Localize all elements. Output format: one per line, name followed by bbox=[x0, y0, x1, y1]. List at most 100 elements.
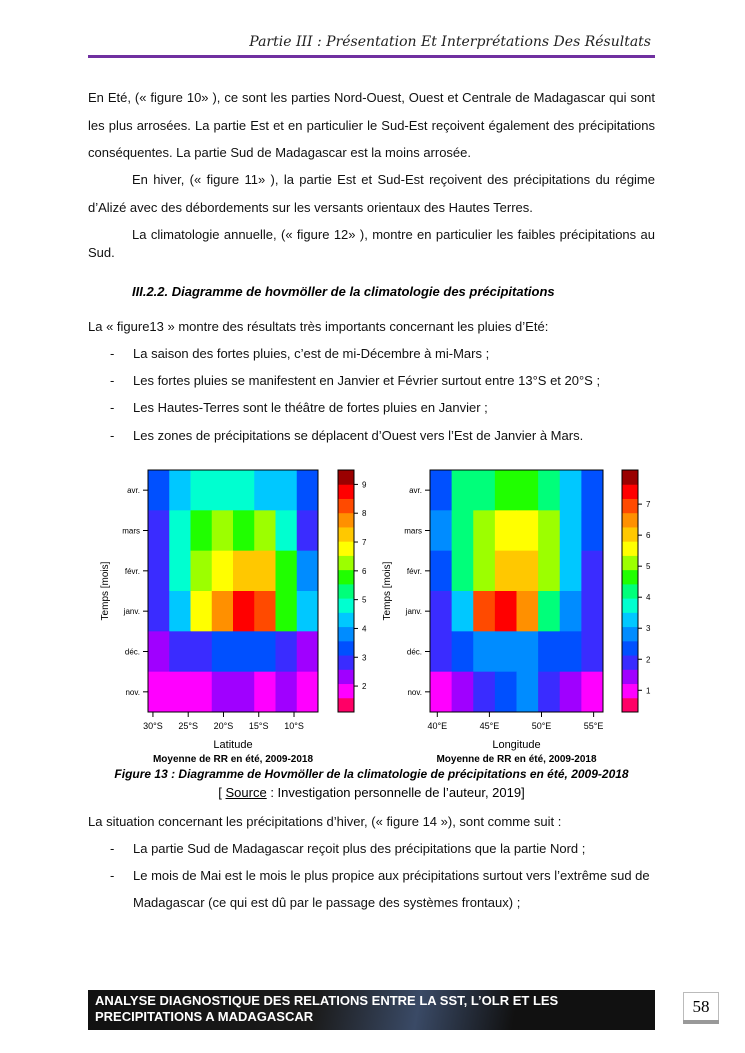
heatmap-cell bbox=[296, 671, 319, 713]
colorbar-segment bbox=[622, 683, 638, 699]
heatmap-cell bbox=[494, 631, 517, 673]
heatmap-cell bbox=[581, 591, 604, 632]
footer-text: ANALYSE DIAGNOSTIQUE DES RELATIONS ENTRE… bbox=[95, 993, 559, 1024]
colorbar-tick-label: 3 bbox=[646, 624, 651, 633]
heatmap-cell bbox=[451, 550, 474, 592]
heatmap-cell bbox=[190, 510, 213, 552]
heatmap-cell bbox=[581, 631, 604, 673]
heatmap-cell bbox=[494, 510, 517, 552]
heatmap-cell bbox=[275, 510, 298, 552]
heatmap-cell bbox=[211, 591, 234, 632]
bullet-text: La partie Sud de Madagascar reçoit plus … bbox=[133, 841, 586, 856]
x-tick-label: 20°S bbox=[214, 721, 234, 731]
heatmap-cell bbox=[148, 671, 170, 713]
heatmap-cell bbox=[516, 510, 539, 552]
x-tick-label: 40°E bbox=[427, 721, 447, 731]
bullet-dash: - bbox=[110, 346, 115, 361]
paragraph: La climatologie annuelle, (« figure 12» … bbox=[88, 227, 655, 260]
paragraph: En hiver, (« figure 11» ), la partie Est… bbox=[88, 172, 655, 215]
heatmap-cell bbox=[275, 671, 298, 713]
heatmap-cell bbox=[559, 550, 582, 592]
heatmap-cell bbox=[538, 591, 561, 632]
colorbar-segment bbox=[338, 669, 354, 685]
y-tick-label: avr. bbox=[127, 486, 140, 495]
colorbar-tick-label: 8 bbox=[362, 509, 367, 518]
y-tick-label: nov. bbox=[407, 688, 422, 697]
page-number: 58 bbox=[683, 992, 719, 1022]
source-text: [ bbox=[218, 785, 226, 800]
x-tick-label: 10°S bbox=[284, 721, 304, 731]
heatmap-cell bbox=[559, 510, 582, 552]
heatmap-cell bbox=[451, 671, 474, 713]
heatmap-cell bbox=[190, 470, 213, 511]
heatmap-cell bbox=[451, 470, 474, 511]
heatmap-cell bbox=[473, 591, 496, 632]
heatmap-cell bbox=[430, 671, 453, 713]
heatmap-cell bbox=[296, 591, 319, 632]
heatmap-cell bbox=[233, 671, 255, 713]
colorbar-segment bbox=[338, 541, 354, 556]
bullet-text: Le mois de Mai est le mois le plus propi… bbox=[133, 868, 650, 910]
colorbar-tick-label: 4 bbox=[646, 593, 651, 602]
heatmap-cell bbox=[148, 550, 170, 592]
colorbar-tick-label: 7 bbox=[362, 538, 367, 547]
heatmap-cell bbox=[473, 510, 496, 552]
heatmap-cell bbox=[275, 591, 298, 632]
x-tick-label: 15°S bbox=[249, 721, 269, 731]
colorbar-segment bbox=[622, 626, 638, 642]
heatmap-cell bbox=[559, 591, 582, 632]
x-tick-label: 30°S bbox=[143, 721, 163, 731]
colorbar-segment bbox=[622, 669, 638, 685]
y-axis-label: Temps [mois] bbox=[100, 561, 111, 620]
heatmap-cell bbox=[254, 470, 276, 511]
colorbar-tick-label: 9 bbox=[362, 480, 367, 489]
heatmap-cell bbox=[233, 510, 255, 552]
colorbar-segment bbox=[622, 498, 638, 514]
heatmap-cell bbox=[254, 631, 276, 673]
colorbar-segment bbox=[338, 569, 354, 585]
heatmap-cell bbox=[494, 591, 517, 632]
heatmap-cell bbox=[538, 510, 561, 552]
y-tick-label: janv. bbox=[123, 607, 140, 616]
bullet-dash: - bbox=[110, 373, 115, 388]
colorbar-frame bbox=[337, 469, 355, 713]
heatmap-cell bbox=[211, 470, 234, 511]
heatmap-cell bbox=[233, 550, 255, 592]
heatmap-cell bbox=[169, 591, 191, 632]
heatmap-cell bbox=[451, 631, 474, 673]
colorbar-segment bbox=[622, 541, 638, 556]
colorbar-segment bbox=[622, 569, 638, 585]
x-tick-label: 55°E bbox=[584, 721, 604, 731]
page-number-bar bbox=[683, 1020, 719, 1024]
colorbar-tick-label: 2 bbox=[362, 682, 367, 691]
heatmap-cell bbox=[148, 631, 170, 673]
colorbar-tick-label: 7 bbox=[646, 500, 651, 509]
paragraph: La situation concernant les précipitatio… bbox=[88, 814, 562, 829]
heatmap-cell bbox=[494, 550, 517, 592]
y-tick-label: févr. bbox=[125, 567, 140, 576]
colorbar-tick-label: 3 bbox=[362, 653, 367, 662]
heatmap-cell bbox=[296, 550, 319, 592]
heatmap-cell bbox=[516, 631, 539, 673]
heatmap-cell bbox=[296, 470, 319, 511]
colorbar-segment bbox=[338, 697, 354, 713]
heatmap-cell bbox=[275, 550, 298, 592]
figure-caption: Figure 13 : Diagramme de Hovmöller de la… bbox=[114, 767, 629, 781]
section-title: III.2.2. Diagramme de hovmöller de la cl… bbox=[132, 284, 555, 299]
heatmap-cell bbox=[296, 510, 319, 552]
heatmap-cell bbox=[494, 671, 517, 713]
colorbar-tick-label: 5 bbox=[362, 596, 367, 605]
chart-subtitle: Moyenne de RR en été, 2009-2018 bbox=[153, 754, 314, 765]
heatmap-cell bbox=[275, 470, 298, 511]
colorbar-segment bbox=[622, 555, 638, 571]
heatmap-cell bbox=[211, 671, 234, 713]
plot-frame bbox=[147, 469, 319, 713]
bullet-dash: - bbox=[110, 868, 115, 883]
colorbar-segment bbox=[338, 655, 354, 670]
heatmap-cell bbox=[148, 470, 170, 511]
colorbar-segment bbox=[622, 697, 638, 713]
heatmap-cell bbox=[190, 550, 213, 592]
heatmap-cell bbox=[494, 470, 517, 511]
y-tick-label: janv. bbox=[405, 607, 422, 616]
